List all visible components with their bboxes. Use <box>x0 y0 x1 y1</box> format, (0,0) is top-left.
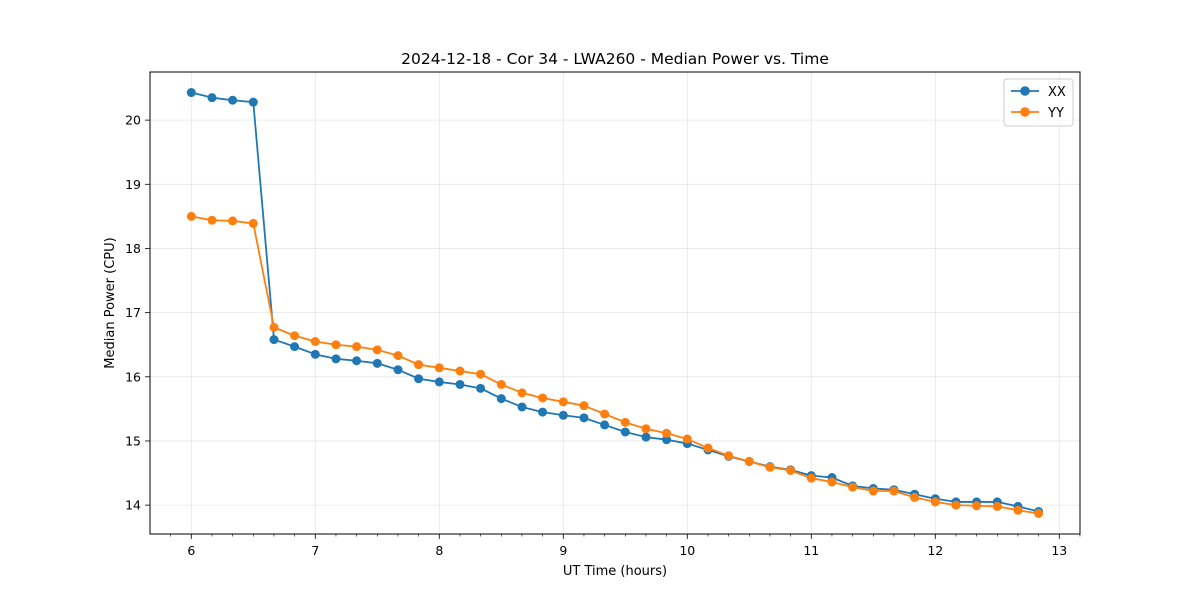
data-point-yy <box>1013 505 1023 515</box>
data-point-xx <box>393 365 403 375</box>
data-point-xx <box>538 407 548 417</box>
data-point-yy <box>600 409 610 419</box>
data-point-yy <box>310 337 320 346</box>
data-point-yy <box>558 397 568 407</box>
data-point-yy <box>372 345 382 355</box>
data-point-xx <box>372 358 382 368</box>
data-point-yy <box>868 486 878 496</box>
data-point-xx <box>248 97 258 107</box>
data-point-yy <box>662 428 672 438</box>
data-point-xx <box>476 383 486 393</box>
x-tick-label: 7 <box>311 543 319 558</box>
data-point-yy <box>848 482 858 492</box>
data-point-xx <box>558 410 568 420</box>
data-point-yy <box>248 218 258 228</box>
legend-marker-yy <box>1020 107 1030 117</box>
legend: XX YY <box>1003 78 1074 127</box>
data-point-yy <box>434 363 444 373</box>
data-point-yy <box>972 501 982 511</box>
data-point-yy <box>455 366 465 376</box>
data-point-yy <box>889 486 899 496</box>
data-point-yy <box>786 465 796 475</box>
x-axis: 6 7 8 9 10 11 12 13 <box>170 534 1081 558</box>
data-point-yy <box>620 417 630 427</box>
data-point-yy <box>538 393 548 403</box>
y-tick-label: 15 <box>125 433 141 448</box>
chart-title: 2024-12-18 - Cor 34 - LWA260 - Median Po… <box>401 50 829 68</box>
data-point-yy <box>827 477 837 487</box>
data-point-yy <box>910 492 920 502</box>
y-tick-label: 16 <box>125 369 141 384</box>
data-point-yy <box>806 473 816 483</box>
data-point-yy <box>951 500 961 510</box>
x-axis-label: UT Time (hours) <box>563 564 667 579</box>
data-point-yy <box>352 342 362 352</box>
data-point-yy <box>579 401 589 411</box>
data-point-yy <box>228 216 238 226</box>
data-point-xx <box>331 354 341 364</box>
data-point-yy <box>1034 508 1044 518</box>
data-point-yy <box>186 211 196 221</box>
x-tick-label: 13 <box>1051 543 1067 558</box>
grid <box>150 72 1080 534</box>
data-point-yy <box>290 331 300 341</box>
legend-label-yy: YY <box>1047 106 1064 121</box>
data-point-yy <box>930 497 940 507</box>
data-point-yy <box>496 379 506 389</box>
x-tick-label: 6 <box>187 543 195 558</box>
x-tick-label: 8 <box>435 543 443 558</box>
data-point-xx <box>496 394 506 404</box>
data-point-yy <box>744 456 754 466</box>
data-point-yy <box>682 434 692 444</box>
data-point-yy <box>414 360 424 370</box>
y-tick-label: 20 <box>125 113 141 128</box>
data-point-xx <box>579 413 589 423</box>
data-point-yy <box>517 388 527 398</box>
y-tick-label: 14 <box>125 498 141 513</box>
data-point-yy <box>703 443 713 453</box>
data-point-yy <box>331 340 341 350</box>
x-tick-label: 9 <box>559 543 567 558</box>
data-point-xx <box>662 435 672 445</box>
data-point-xx <box>186 88 196 98</box>
plot-frame <box>149 71 1081 535</box>
data-point-xx <box>641 432 651 442</box>
data-point-xx <box>310 349 320 359</box>
data-point-xx <box>414 374 424 384</box>
data-point-yy <box>765 462 775 472</box>
data-point-yy <box>476 369 486 379</box>
y-axis: 14 15 16 17 18 19 20 <box>125 113 150 513</box>
data-point-xx <box>269 335 279 345</box>
y-tick-label: 19 <box>125 177 141 192</box>
data-point-xx <box>517 402 527 412</box>
data-point-yy <box>724 451 734 461</box>
y-tick-label: 18 <box>125 241 141 256</box>
data-point-xx <box>352 356 362 366</box>
data-point-xx <box>207 93 217 103</box>
data-point-yy <box>641 424 651 434</box>
data-point-xx <box>228 95 238 105</box>
data-point-xx <box>290 342 300 352</box>
data-point-xx <box>434 377 444 387</box>
data-point-yy <box>207 215 217 225</box>
data-point-xx <box>455 379 465 389</box>
plot-area <box>150 72 1080 534</box>
legend-marker-xx <box>1020 86 1030 96</box>
series-layer <box>186 88 1044 518</box>
y-axis-label: Median Power (CPU) <box>103 237 118 368</box>
data-point-yy <box>992 501 1002 511</box>
data-point-xx <box>620 427 630 437</box>
legend-label-xx: XX <box>1048 85 1066 100</box>
data-point-yy <box>393 351 403 361</box>
data-point-xx <box>600 420 610 430</box>
x-tick-label: 11 <box>803 543 819 558</box>
y-tick-label: 17 <box>125 305 141 320</box>
x-tick-label: 12 <box>927 543 943 558</box>
data-point-yy <box>269 322 279 332</box>
x-tick-label: 10 <box>679 543 695 558</box>
